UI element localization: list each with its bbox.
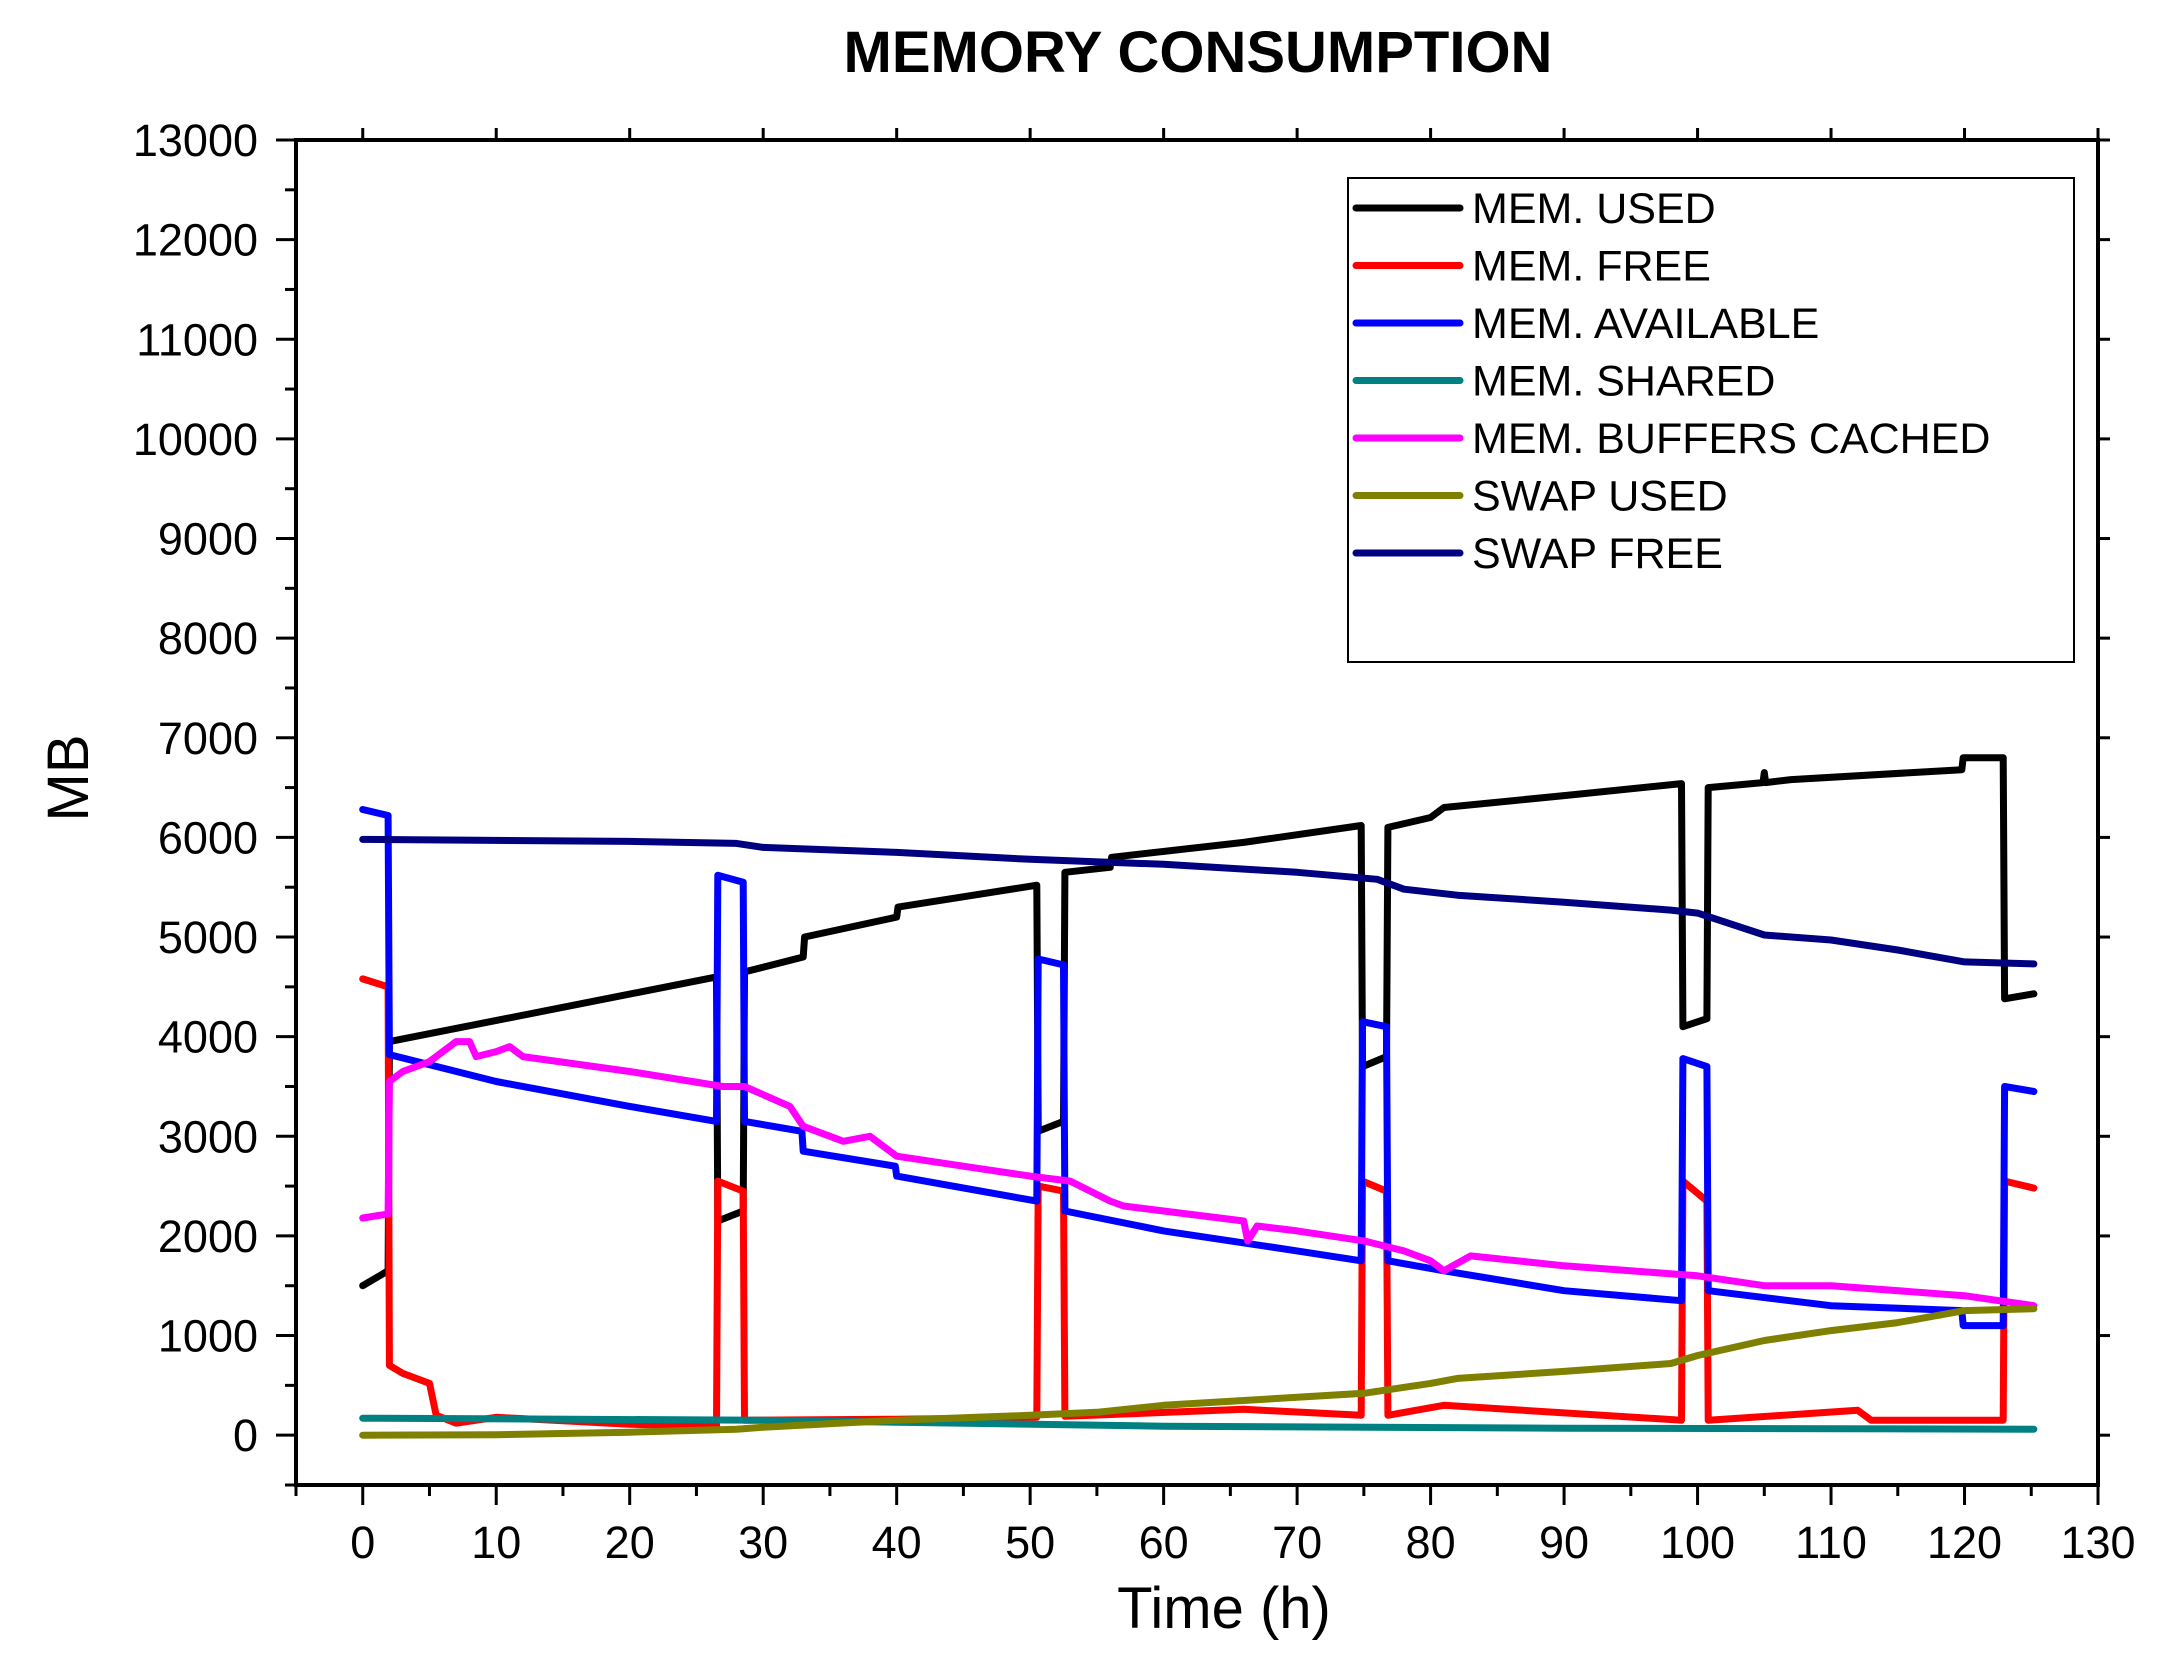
x-tick-label: 80 [1406,1517,1456,1568]
y-tick-label: 7000 [158,713,258,764]
legend-label: SWAP USED [1472,473,1728,521]
x-tick-label: 60 [1139,1517,1189,1568]
y-tick-label: 11000 [136,314,258,365]
series-line-3 [359,806,2038,1330]
legend-label: MEM. FREE [1472,243,1711,291]
x-tick-label: 0 [350,1517,375,1568]
y-tick-label: 4000 [158,1012,258,1063]
y-ticks: 0 1000 2000 3000 4000 5000 6000 7000 8000 9000 100… [133,115,2110,1487]
plot-lines [359,754,2038,1439]
legend-label: MEM. USED [1472,185,1716,233]
x-tick-label: 70 [1272,1517,1322,1568]
y-tick-label: 5000 [158,912,258,963]
y-tick-label: 10000 [133,414,258,465]
legend-label: SWAP FREE [1472,530,1723,578]
series-line-4 [359,1414,2038,1433]
y-tick-label: 13000 [133,115,258,166]
x-tick-label: 10 [471,1517,521,1568]
x-tick-label: 100 [1660,1517,1735,1568]
x-tick-label: 120 [1927,1517,2002,1568]
y-axis-label: MB [36,735,101,822]
legend-box [1347,177,2075,663]
x-tick-label: 110 [1795,1517,1867,1568]
series-line-1 [359,754,2038,1290]
legend-label: MEM. BUFFERS CACHED [1472,415,1990,463]
x-tick-label: 50 [1005,1517,1055,1568]
x-tick-label: 20 [605,1517,655,1568]
series-line-7 [359,835,2038,968]
x-ticks: 0 10 20 30 40 50 60 70 80 90 100 110 120 130 [294,128,2136,1568]
y-tick-label: 8000 [158,613,258,664]
chart-title: MEMORY CONSUMPTION [844,20,1553,85]
legend: MEM. USED MEM. FREE MEM. AVAILABLE MEM. SHA… [1347,177,2075,663]
x-axis-label: Time (h) [1117,1576,1331,1641]
x-tick-label: 130 [2060,1517,2135,1568]
legend-items: MEM. USED MEM. FREE MEM. AVAILABLE MEM. SHA… [1352,185,1990,578]
y-tick-label: 12000 [133,215,258,266]
series-line-2 [359,975,2038,1430]
y-tick-label: 1000 [158,1311,258,1362]
y-tick-label: 6000 [158,812,258,863]
y-tick-label: 9000 [158,514,258,565]
y-tick-label: 2000 [158,1211,258,1262]
series-line-6 [359,1305,2038,1439]
legend-label: MEM. SHARED [1472,358,1775,406]
x-tick-label: 40 [872,1517,922,1568]
x-tick-label: 30 [738,1517,788,1568]
series-line-5 [359,1038,2038,1310]
y-tick-label: 0 [233,1410,258,1461]
y-tick-label: 3000 [158,1111,258,1162]
plot-frame [294,138,2100,1487]
legend-label: MEM. AVAILABLE [1472,300,1819,348]
x-tick-label: 90 [1539,1517,1589,1568]
